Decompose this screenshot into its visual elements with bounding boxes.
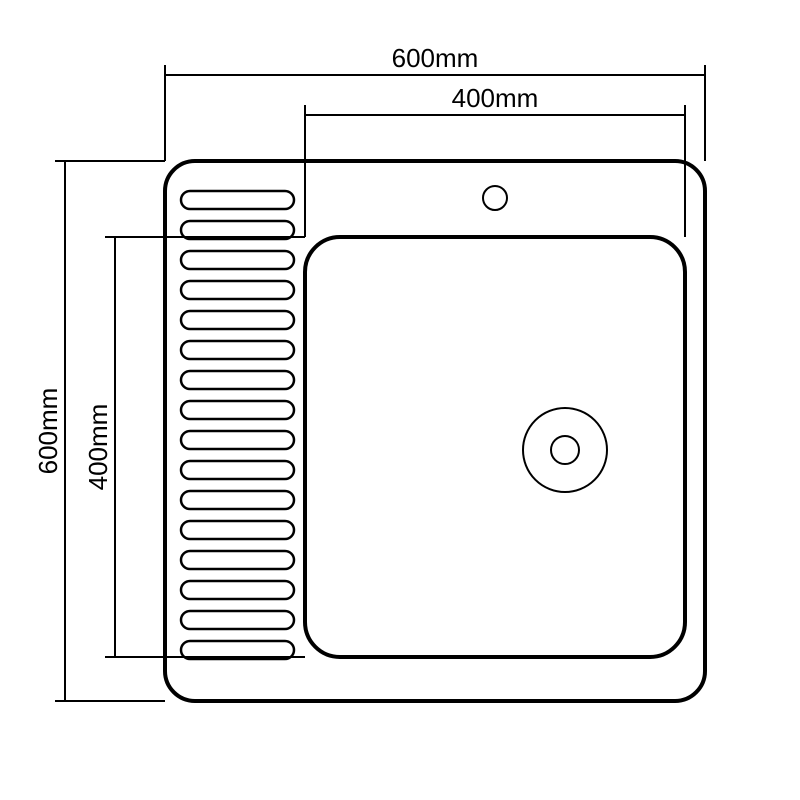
drainboard-slot <box>181 371 294 389</box>
drainboard-slot <box>181 521 294 539</box>
dimension-width-outer: 600mm <box>165 43 705 161</box>
dimension-width-outer-label: 600mm <box>392 43 479 73</box>
drainboard-slot <box>181 281 294 299</box>
drainboard-slot <box>181 461 294 479</box>
dimension-width-inner-label: 400mm <box>452 83 539 113</box>
drainboard-slot <box>181 311 294 329</box>
drainboard-slot <box>181 401 294 419</box>
drainboard-slot <box>181 551 294 569</box>
drainboard-slot <box>181 431 294 449</box>
drainboard-slot <box>181 581 294 599</box>
drain-outer-ring <box>523 408 607 492</box>
drainboard-slot <box>181 491 294 509</box>
drainboard-slot <box>181 341 294 359</box>
dimension-height-outer-label: 600mm <box>33 388 63 475</box>
tap-hole <box>483 186 507 210</box>
drainboard-slot <box>181 611 294 629</box>
dimension-height-inner-label: 400mm <box>83 404 113 491</box>
sink-dimension-diagram: 600mm 400mm 600mm 400mm <box>0 0 800 800</box>
drain-inner-ring <box>551 436 579 464</box>
sink-bowl <box>305 237 685 657</box>
drainboard-slot <box>181 251 294 269</box>
drainboard-slots <box>181 191 294 659</box>
drainboard-slot <box>181 191 294 209</box>
